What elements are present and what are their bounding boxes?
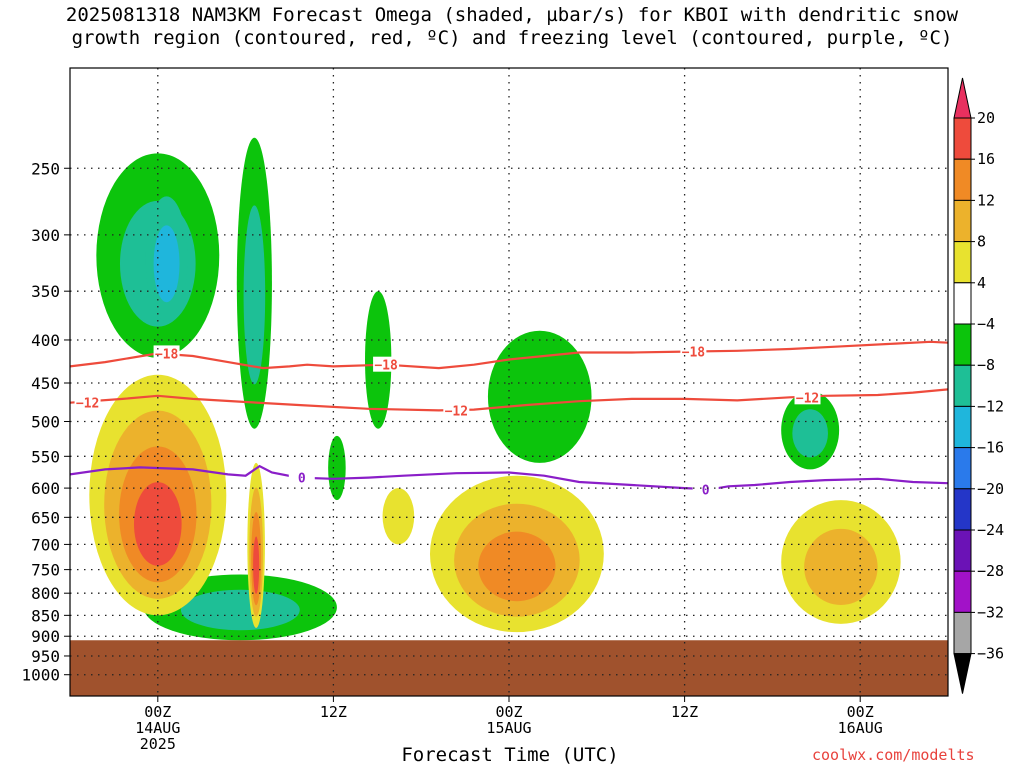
y-tick-label: 250 [31,159,60,178]
colorbar-label: −4 [977,315,995,333]
colorbar-label: −24 [977,521,1004,539]
x-tick-label: 00Z [495,703,522,721]
dendritic-contour-minus18-label-bg [153,345,180,361]
dendritic-contour-minus18 [70,340,948,370]
y-tick-label: 650 [31,508,60,527]
x-tick-label: 2025 [140,735,176,753]
y-tick-label: 500 [31,412,60,431]
y-tick-label: 450 [31,374,60,393]
colorbar-swatch [953,405,972,449]
dendritic-contour-minus18-label: −18 [682,346,706,361]
colorbar: 20 16 12 8 4 −4 −8 −12 −16 −20 −24 −28 −32 −36 [953,77,1004,694]
dendritic-contour-minus12 [70,388,948,412]
omega-shade [180,589,300,631]
dendritic-contour-minus12-label-bg [74,394,101,410]
x-tick-label: 15AUG [486,719,531,737]
colorbar-label: −32 [977,603,1004,621]
colorbar-top-arrow [953,77,972,119]
ground-area [70,640,948,696]
colorbar-label: 20 [977,109,995,127]
freezing-level-contour-label: 0 [298,472,306,487]
dendritic-contour-minus12-label-bg [794,389,821,405]
y-tick-label: 1000 [21,666,60,685]
colorbar-swatch [953,570,972,613]
y-tick-label: 350 [31,282,60,301]
x-tick-label: 00Z [847,703,874,721]
colorbar-label: −8 [977,356,995,374]
dendritic-contour-minus18-label: −18 [374,359,398,374]
colorbar-label: −16 [977,439,1004,457]
dendritic-contour-minus12-label: −12 [796,391,819,406]
x-tick-label: 12Z [320,703,347,721]
colorbar-swatch [953,364,972,407]
omega-shade [792,409,828,458]
dendritic-contour-minus12-label-bg [443,402,470,418]
omega-shade [328,435,346,501]
plot-area: −18 −18 −18 −12 −12 −12 0 0 [70,137,948,696]
dendritic-contour-minus12-label: −12 [76,397,99,412]
colorbar-swatch [953,282,972,325]
y-tick-label: 700 [31,535,60,554]
omega-shade [478,531,556,602]
omega-shade [243,205,266,385]
x-tick-label: 12Z [671,703,698,721]
dendritic-contour-minus18-label-bg [373,356,400,372]
colorbar-label: 4 [977,274,986,292]
y-tick-label: 800 [31,584,60,603]
y-tick-label: 850 [31,606,60,625]
dendritic-contour-minus18-label-bg [680,343,707,359]
y-tick-label: 900 [31,627,60,646]
colorbar-label: −20 [977,480,1004,498]
colorbar-swatch [953,323,972,366]
y-tick-label: 550 [31,447,60,466]
colorbar-label: 12 [977,191,995,209]
x-tick-label: 14AUG [135,719,180,737]
colorbar-label: 8 [977,233,986,251]
colorbar-swatch [953,611,972,655]
colorbar-swatch [953,447,972,490]
freezing-level-contour-label-bg [692,481,719,497]
colorbar-bottom-arrow [953,653,972,694]
omega-shade [804,528,878,605]
y-tick-label: 400 [31,331,60,350]
omega-shade [382,488,415,545]
y-tick-label: 300 [31,226,60,245]
y-tick-label: 600 [31,479,60,498]
x-axis-label: Forecast Time (UTC) [401,744,619,766]
y-tick-label: 750 [31,561,60,580]
omega-shade [487,330,592,463]
dendritic-contour-minus18-label: −18 [155,347,179,362]
freezing-level-contour [70,464,948,491]
colorbar-label: 16 [977,150,995,168]
colorbar-swatch [953,488,972,531]
x-tick-label: 16AUG [838,719,883,737]
colorbar-swatch [953,529,972,572]
omega-shade [153,225,180,303]
freezing-level-contour-label-bg [288,469,315,485]
colorbar-swatch [953,158,972,201]
colorbar-label: −12 [977,397,1004,415]
dendritic-contour-minus12-label: −12 [445,404,468,419]
chart-title: 2025081318 NAM3KM Forecast Omega (shaded… [65,4,959,49]
x-tick-label: 00Z [144,703,171,721]
colorbar-label: −28 [977,562,1004,580]
colorbar-swatch [953,241,972,284]
omega-shade [253,536,260,594]
freezing-level-contour-label: 0 [702,483,710,498]
y-axis: 250 300 350 400 450 500 550 600 650 700 750 800 850 9… [21,159,70,685]
credit-link[interactable]: coolwx.com/modelts [812,746,975,764]
y-tick-label: 950 [31,647,60,666]
colorbar-label: −36 [977,645,1004,663]
colorbar-swatch [953,117,972,160]
colorbar-swatch [953,199,972,243]
